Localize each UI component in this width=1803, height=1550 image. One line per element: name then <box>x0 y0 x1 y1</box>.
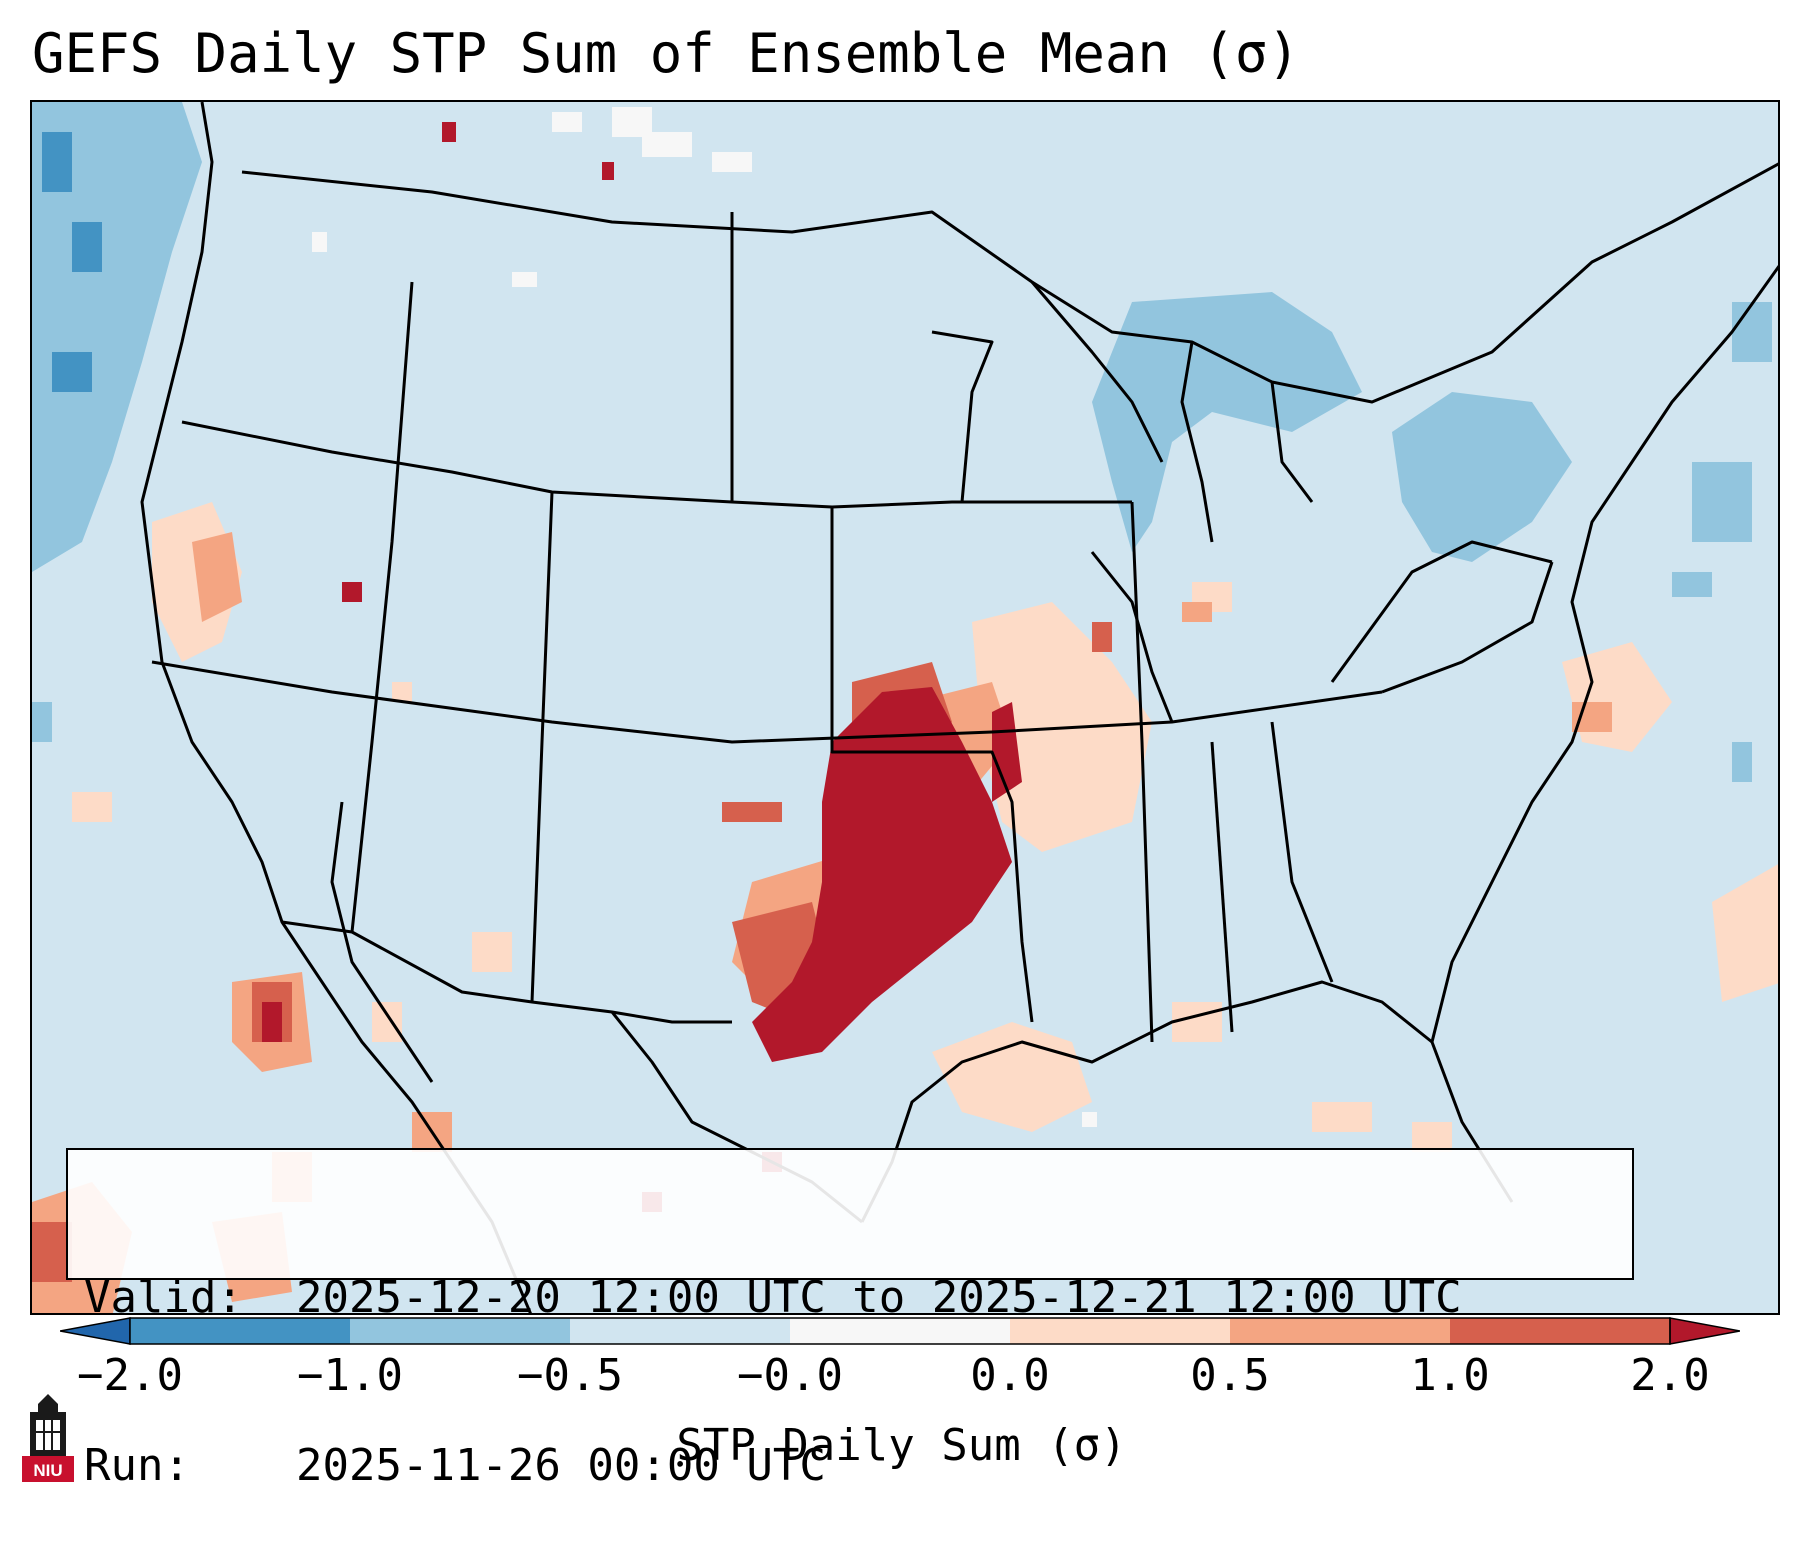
colorbar-ticks: −2.0 −1.0 −0.5 −0.0 0.0 0.5 1.0 2.0 <box>0 1350 1803 1410</box>
negative-anomaly-great-lakes <box>1092 292 1772 782</box>
colorbar-tick-label: 0.0 <box>970 1350 1050 1401</box>
valid-run-info-box: Valid: 2025-12-20 12:00 UTC to 2025-12-2… <box>66 1148 1634 1491</box>
map-title: GEFS Daily STP Sum of Ensemble Mean (σ) <box>32 22 1300 85</box>
colorbar-segment <box>130 1318 351 1344</box>
near-zero-canada <box>312 107 1097 1127</box>
negative-anomaly-pacific <box>32 102 202 742</box>
colorbar-segment <box>350 1318 571 1344</box>
colorbar-outline <box>129 1317 1671 1345</box>
valid-value: 2025-12-20 12:00 UTC to 2025-12-21 12:00… <box>296 1272 1462 1323</box>
colorbar-tick-label: −0.5 <box>517 1350 623 1401</box>
colorbar-tick-label: −2.0 <box>77 1350 183 1401</box>
colorbar-extend-high <box>1669 1317 1740 1345</box>
colorbar-label: STP Daily Sum (σ) <box>676 1420 1127 1471</box>
niu-tower-icon: NIU <box>22 1394 74 1482</box>
colorbar-extend-low <box>60 1317 131 1345</box>
colorbar-segment <box>1230 1318 1451 1344</box>
logo-text: NIU <box>33 1461 62 1480</box>
colorbar <box>60 1317 1740 1345</box>
colorbar-segment <box>570 1318 791 1344</box>
colorbar-segment <box>1010 1318 1231 1344</box>
colorbar-tick-label: 2.0 <box>1630 1350 1710 1401</box>
colorbar-segment <box>790 1318 1011 1344</box>
map-panel <box>30 100 1780 1315</box>
colorbar-tick-label: −1.0 <box>297 1350 403 1401</box>
run-label: Run: <box>84 1440 190 1491</box>
run-row: Run: 2025-11-26 00:00 UTC <box>84 1438 1632 1494</box>
colorbar-tick-label: 1.0 <box>1410 1350 1490 1401</box>
stp-map <box>32 102 1778 1313</box>
colorbar-tick-label: −0.0 <box>737 1350 843 1401</box>
valid-label: Valid: <box>84 1272 243 1323</box>
map-borders <box>140 102 1778 1313</box>
run-value: 2025-11-26 00:00 UTC <box>296 1440 826 1491</box>
valid-row: Valid: 2025-12-20 12:00 UTC to 2025-12-2… <box>84 1270 1632 1326</box>
colorbar-tick-label: 0.5 <box>1190 1350 1270 1401</box>
colorbar-segment <box>1450 1318 1671 1344</box>
